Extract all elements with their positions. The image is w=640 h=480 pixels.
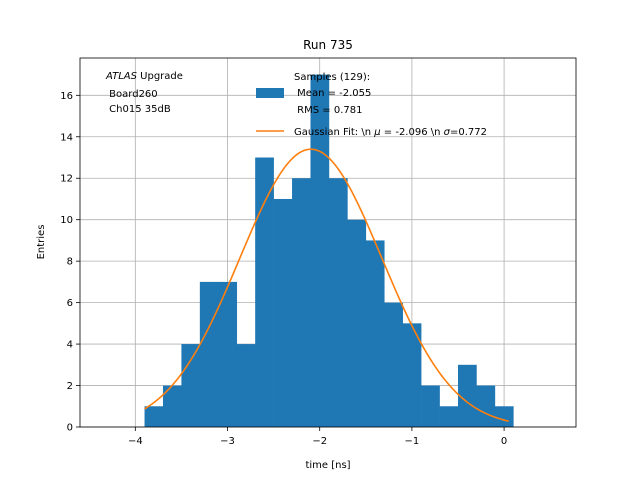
legend-hist-line-3: RMS = 0.781 [294, 105, 362, 116]
y-tick-label: 14 [60, 132, 73, 143]
histogram-bar [347, 219, 367, 427]
x-tick-label: −4 [128, 436, 143, 447]
fit-curve-path [144, 148, 509, 422]
histogram-bar [457, 364, 477, 427]
y-tick-label: 10 [60, 215, 73, 226]
y-axis-label: Entries [36, 225, 47, 260]
x-tick-label: −1 [405, 436, 420, 447]
y-tick-label: 16 [60, 91, 73, 102]
x-tick-label: −2 [312, 436, 327, 447]
annotation-line-2: Board260 [106, 89, 158, 100]
histogram-bar [273, 198, 293, 427]
histogram-bar [199, 281, 219, 427]
y-axis-ticks: 0 2 4 6 8 10 12 14 16 [60, 91, 80, 434]
histogram-bar [162, 385, 182, 427]
legend-hist-swatch [256, 88, 284, 98]
histogram-bar [328, 178, 348, 427]
histogram-bar [402, 323, 422, 427]
histogram-bar [255, 157, 274, 427]
histogram-bar [439, 406, 459, 427]
annotation-atlas-italic: ATLAS [105, 71, 138, 82]
annotation-line-3: Ch015 35dB [106, 104, 171, 115]
legend: Samples (129): Mean = -2.055 RMS = 0.781… [256, 72, 487, 138]
annotation-upgrade: Upgrade [137, 71, 183, 82]
legend-fit-mu: μ [373, 127, 380, 138]
legend-fit-text-c: =0.772 [450, 127, 487, 138]
plot-frame [79, 57, 577, 428]
atlas-annotation: ATLAS Upgrade Board260 Ch015 35dB [105, 71, 183, 115]
legend-hist-line-1: Samples (129): [294, 72, 370, 83]
histogram-bar [476, 385, 496, 427]
x-axis-label: time [ns] [305, 460, 350, 471]
y-tick-label: 12 [60, 174, 73, 185]
histogram-bar [494, 406, 514, 427]
legend-fit-sigma: σ [444, 127, 451, 138]
histogram-bar [181, 344, 201, 427]
histogram-bar [384, 302, 403, 427]
annotation-line-1: ATLAS Upgrade [105, 71, 183, 82]
y-tick-label: 8 [67, 257, 73, 268]
histogram-bar [144, 406, 164, 427]
y-tick-label: 6 [67, 298, 73, 309]
legend-fit-label: Gaussian Fit: \n μ = -2.096 \n σ=0.772 [294, 127, 487, 138]
chart-title: Run 735 [303, 38, 353, 52]
histogram-bar [421, 385, 440, 427]
x-tick-label: −3 [220, 436, 235, 447]
gaussian-fit-curve [144, 148, 509, 422]
x-tick-label: 0 [501, 436, 507, 447]
histogram-bar [310, 74, 330, 428]
y-tick-label: 0 [67, 423, 73, 434]
histogram-bar [365, 240, 385, 427]
histogram-bar [292, 178, 311, 427]
y-tick-label: 4 [67, 340, 73, 351]
histogram-bar [218, 281, 238, 427]
histogram-bar [236, 344, 256, 427]
legend-fit-text-a: Gaussian Fit: \n [294, 127, 374, 138]
legend-hist-line-2: Mean = -2.055 [294, 88, 371, 99]
y-tick-label: 2 [67, 381, 73, 392]
x-axis-ticks: −4 −3 −2 −1 0 [128, 427, 507, 447]
legend-fit-text-b: = -2.096 \n [381, 127, 444, 138]
